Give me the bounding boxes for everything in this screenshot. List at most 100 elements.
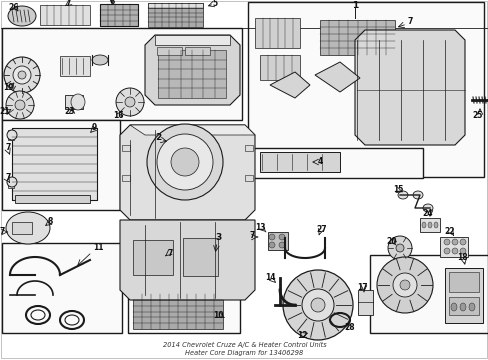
Text: 19: 19 xyxy=(3,84,13,93)
Ellipse shape xyxy=(427,222,431,228)
Ellipse shape xyxy=(459,303,465,311)
Bar xyxy=(247,148,422,178)
Bar xyxy=(8,130,14,140)
Text: 7: 7 xyxy=(5,144,11,153)
Text: 4: 4 xyxy=(317,158,322,166)
Text: 23: 23 xyxy=(64,108,75,117)
Ellipse shape xyxy=(412,191,422,199)
Ellipse shape xyxy=(450,303,456,311)
Bar xyxy=(319,20,394,55)
Bar xyxy=(183,238,218,276)
Ellipse shape xyxy=(392,273,416,297)
Text: 18: 18 xyxy=(456,253,467,262)
Bar xyxy=(148,3,203,27)
Bar xyxy=(122,175,130,181)
Ellipse shape xyxy=(7,177,17,187)
Bar xyxy=(357,290,372,315)
Ellipse shape xyxy=(397,191,407,199)
Ellipse shape xyxy=(6,91,34,119)
Ellipse shape xyxy=(421,222,425,228)
Ellipse shape xyxy=(433,222,437,228)
Text: 2014 Chevrolet Cruze A/C & Heater Control Units: 2014 Chevrolet Cruze A/C & Heater Contro… xyxy=(163,342,325,348)
Ellipse shape xyxy=(310,298,325,312)
Text: 7: 7 xyxy=(167,248,172,257)
Polygon shape xyxy=(269,72,309,98)
Text: 7: 7 xyxy=(5,174,11,183)
Ellipse shape xyxy=(395,244,403,252)
Text: 21: 21 xyxy=(0,108,10,117)
Bar xyxy=(12,128,97,200)
Text: 7: 7 xyxy=(65,0,71,8)
Polygon shape xyxy=(314,62,359,92)
Bar xyxy=(133,294,223,329)
Bar xyxy=(2,120,120,210)
Ellipse shape xyxy=(13,66,31,84)
Text: 13: 13 xyxy=(254,224,264,233)
Bar xyxy=(12,128,97,200)
Bar xyxy=(2,243,122,333)
Bar xyxy=(260,152,339,172)
Ellipse shape xyxy=(443,239,449,245)
Bar xyxy=(267,232,287,250)
Text: 20: 20 xyxy=(386,238,396,247)
Bar xyxy=(157,47,182,55)
Bar xyxy=(158,50,225,98)
Ellipse shape xyxy=(15,100,25,110)
Bar xyxy=(133,240,173,275)
Ellipse shape xyxy=(279,234,285,240)
Text: 27: 27 xyxy=(316,225,326,234)
Bar xyxy=(137,264,201,282)
Text: 7: 7 xyxy=(0,228,5,237)
Bar xyxy=(419,218,439,232)
Text: 7: 7 xyxy=(407,18,412,27)
Ellipse shape xyxy=(459,239,465,245)
Ellipse shape xyxy=(171,148,199,176)
Ellipse shape xyxy=(443,248,449,254)
Ellipse shape xyxy=(451,239,457,245)
Bar xyxy=(254,18,299,48)
Text: 9: 9 xyxy=(91,123,97,132)
Ellipse shape xyxy=(147,124,223,200)
Text: 8: 8 xyxy=(47,217,53,226)
Text: 2: 2 xyxy=(155,134,161,143)
Bar xyxy=(12,222,32,234)
Polygon shape xyxy=(145,35,240,105)
Bar xyxy=(184,47,209,55)
Bar xyxy=(65,95,83,109)
Bar xyxy=(128,255,240,333)
Bar xyxy=(122,145,130,151)
Ellipse shape xyxy=(422,204,432,212)
Bar xyxy=(60,56,90,76)
Polygon shape xyxy=(120,125,254,220)
Ellipse shape xyxy=(387,236,411,260)
Ellipse shape xyxy=(376,257,432,313)
Ellipse shape xyxy=(4,57,40,93)
Bar xyxy=(2,28,242,120)
Ellipse shape xyxy=(399,280,409,290)
Text: 10: 10 xyxy=(212,310,223,320)
Bar xyxy=(369,255,487,333)
Text: Heater Core Diagram for 13406298: Heater Core Diagram for 13406298 xyxy=(185,350,303,356)
Text: 22: 22 xyxy=(444,228,454,237)
Ellipse shape xyxy=(18,71,26,79)
Text: 6: 6 xyxy=(109,0,114,5)
Bar xyxy=(244,175,252,181)
Bar xyxy=(100,4,138,26)
Ellipse shape xyxy=(283,270,352,340)
Text: 26: 26 xyxy=(9,3,19,12)
Bar xyxy=(260,55,299,80)
Text: 14: 14 xyxy=(264,274,275,283)
Ellipse shape xyxy=(71,94,85,110)
Text: 25: 25 xyxy=(472,111,482,120)
Text: 24: 24 xyxy=(422,210,432,219)
Ellipse shape xyxy=(116,88,143,116)
Ellipse shape xyxy=(302,289,333,321)
Bar xyxy=(244,145,252,151)
Ellipse shape xyxy=(468,303,474,311)
Text: 3: 3 xyxy=(214,234,221,243)
Text: 11: 11 xyxy=(93,243,103,252)
Bar xyxy=(439,237,467,257)
Polygon shape xyxy=(130,125,254,135)
Ellipse shape xyxy=(459,248,465,254)
Ellipse shape xyxy=(125,97,135,107)
